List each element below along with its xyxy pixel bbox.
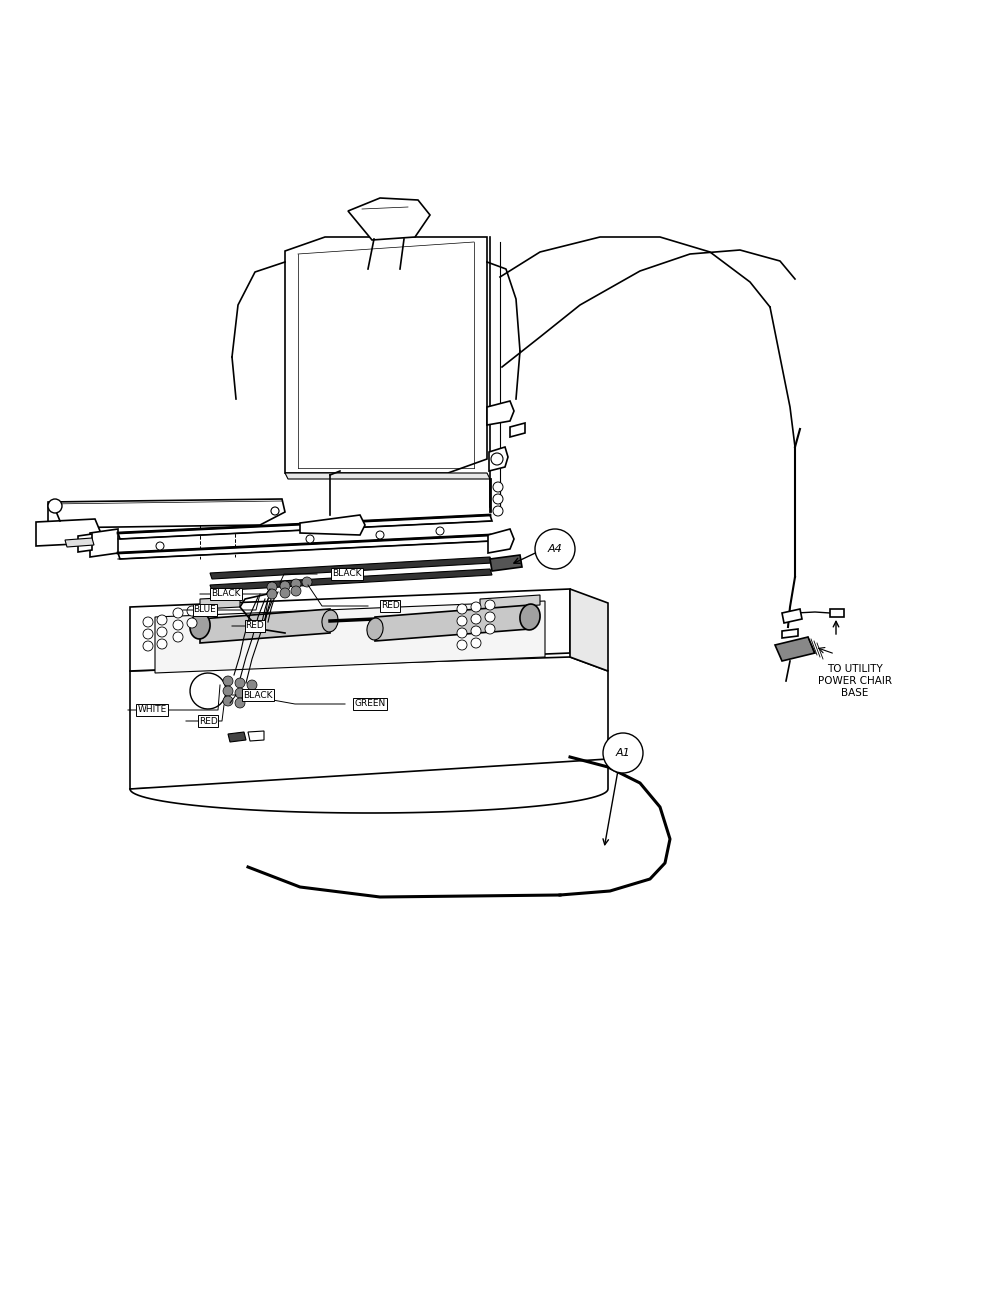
Circle shape [491, 453, 503, 465]
Polygon shape [210, 569, 492, 591]
Text: BLACK: BLACK [211, 590, 241, 599]
Circle shape [471, 602, 481, 612]
Polygon shape [130, 589, 570, 672]
Polygon shape [155, 600, 545, 673]
Polygon shape [775, 637, 815, 661]
Polygon shape [510, 423, 525, 437]
Text: BLACK: BLACK [243, 691, 273, 700]
Circle shape [48, 499, 62, 512]
Circle shape [302, 577, 312, 587]
Circle shape [173, 620, 183, 630]
Polygon shape [480, 595, 540, 609]
Circle shape [187, 606, 197, 616]
Text: A1: A1 [616, 748, 630, 758]
Polygon shape [489, 446, 508, 471]
Polygon shape [487, 401, 514, 424]
Polygon shape [36, 519, 100, 546]
Circle shape [603, 732, 643, 773]
Polygon shape [118, 515, 492, 540]
Circle shape [457, 641, 467, 650]
Circle shape [157, 628, 167, 637]
Circle shape [143, 641, 153, 651]
Circle shape [471, 638, 481, 648]
Circle shape [493, 506, 503, 516]
Text: RED: RED [199, 717, 217, 726]
Circle shape [267, 589, 277, 599]
Circle shape [223, 675, 233, 686]
Text: RED: RED [246, 621, 264, 630]
Polygon shape [200, 597, 240, 609]
Polygon shape [228, 732, 246, 741]
Circle shape [157, 615, 167, 625]
Circle shape [173, 608, 183, 619]
Polygon shape [490, 555, 522, 571]
Polygon shape [348, 198, 430, 239]
Ellipse shape [322, 609, 338, 631]
Polygon shape [210, 556, 492, 578]
Polygon shape [65, 538, 94, 547]
Circle shape [535, 529, 575, 569]
Circle shape [235, 688, 245, 697]
Circle shape [457, 628, 467, 638]
Circle shape [247, 690, 257, 700]
Circle shape [143, 617, 153, 628]
Circle shape [471, 626, 481, 635]
Polygon shape [375, 606, 530, 641]
Circle shape [280, 587, 290, 598]
Circle shape [457, 616, 467, 626]
Text: RED: RED [381, 602, 399, 611]
Ellipse shape [520, 604, 540, 630]
Ellipse shape [367, 619, 383, 641]
Circle shape [280, 581, 290, 591]
Polygon shape [830, 609, 844, 617]
Polygon shape [782, 629, 798, 638]
Circle shape [271, 507, 279, 515]
Polygon shape [285, 474, 490, 479]
Text: WHITE: WHITE [137, 705, 167, 714]
Polygon shape [200, 609, 330, 643]
Circle shape [235, 678, 245, 688]
Circle shape [291, 578, 301, 589]
Polygon shape [118, 534, 492, 559]
Polygon shape [130, 760, 608, 813]
Circle shape [485, 612, 495, 622]
Circle shape [306, 534, 314, 543]
Circle shape [436, 527, 444, 534]
Polygon shape [782, 609, 802, 622]
Circle shape [223, 696, 233, 707]
Circle shape [267, 582, 277, 591]
Polygon shape [285, 237, 487, 474]
Polygon shape [130, 657, 608, 789]
Text: A4: A4 [548, 543, 562, 554]
Circle shape [485, 624, 495, 634]
Circle shape [223, 686, 233, 696]
Polygon shape [248, 731, 264, 741]
Circle shape [173, 631, 183, 642]
Circle shape [376, 531, 384, 540]
Polygon shape [78, 534, 92, 553]
Circle shape [471, 613, 481, 624]
Circle shape [156, 542, 164, 550]
Polygon shape [488, 529, 514, 553]
Circle shape [187, 619, 197, 628]
Polygon shape [300, 515, 365, 534]
Ellipse shape [190, 613, 210, 639]
Polygon shape [90, 529, 118, 556]
Circle shape [457, 604, 467, 613]
Text: BLACK: BLACK [332, 569, 362, 578]
Circle shape [493, 494, 503, 503]
Circle shape [291, 586, 301, 597]
Circle shape [493, 481, 503, 492]
Polygon shape [48, 499, 285, 528]
Circle shape [157, 639, 167, 650]
Text: BLUE: BLUE [194, 606, 216, 615]
Text: TO UTILITY
POWER CHAIR
BASE: TO UTILITY POWER CHAIR BASE [818, 664, 892, 697]
Circle shape [143, 629, 153, 639]
Text: GREEN: GREEN [354, 700, 386, 709]
Circle shape [235, 697, 245, 708]
Circle shape [247, 681, 257, 690]
Polygon shape [570, 589, 608, 672]
Circle shape [485, 600, 495, 609]
